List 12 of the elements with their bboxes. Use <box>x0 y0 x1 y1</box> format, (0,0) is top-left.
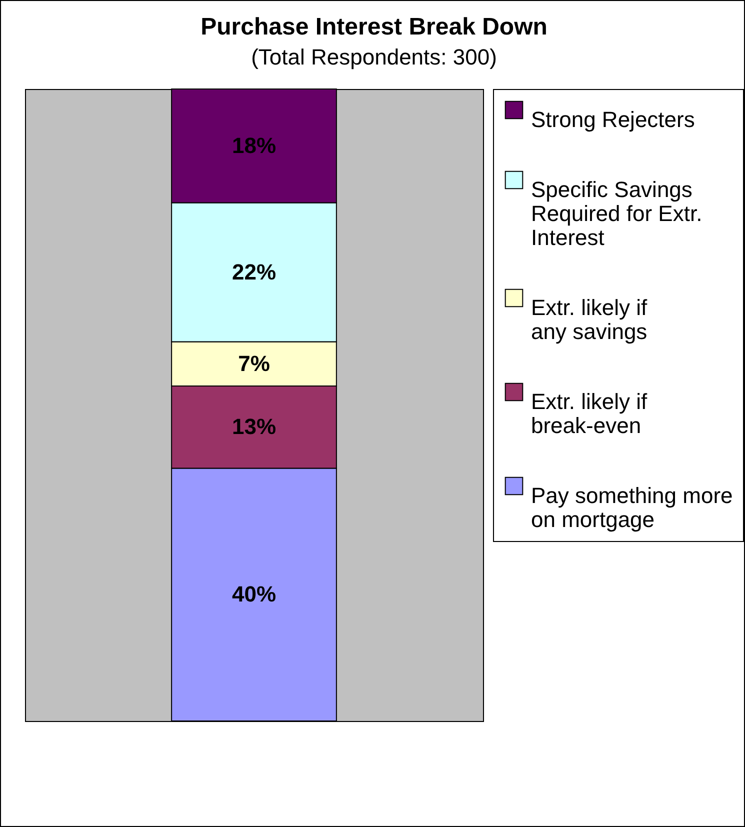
legend-label: Extr. likely if break-even <box>531 389 648 438</box>
chart-subtitle: (Total Respondents: 300) <box>251 44 497 70</box>
data-label: 40% <box>232 582 276 607</box>
legend-label: Strong Rejecters <box>531 107 695 132</box>
data-label: 13% <box>232 414 276 440</box>
data-label: 18% <box>232 132 276 158</box>
data-label: 22% <box>232 259 276 284</box>
data-label: 7% <box>238 350 270 376</box>
legend-label: Pay something more on mortgage <box>531 483 733 532</box>
legend-label: Extr. likely if any savings <box>531 295 648 344</box>
chart-title: Purchase Interest Break Down <box>200 14 548 40</box>
legend-label: Specific Savings Required for Extr. Interest <box>531 177 702 250</box>
